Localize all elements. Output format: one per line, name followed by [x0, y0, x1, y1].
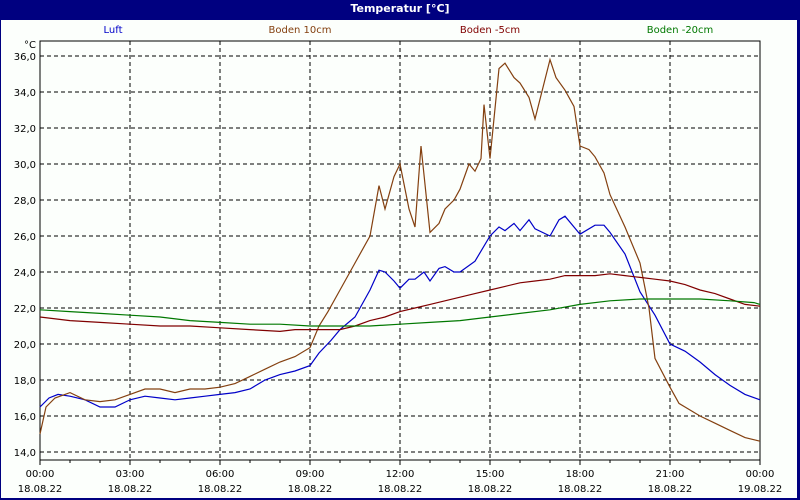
x-tick-date: 18.08.22 [198, 484, 243, 495]
y-tick-label: 26,0 [14, 232, 36, 243]
x-tick-time: 21:00 [656, 469, 685, 480]
x-tick-time: 00:00 [746, 469, 775, 480]
x-tick-time: 03:00 [116, 469, 145, 480]
series-line-boden-10cm [39, 57, 761, 442]
y-tick-label: 36,0 [14, 52, 36, 63]
y-tick-label: 28,0 [14, 196, 36, 207]
x-tick-date: 18.08.22 [648, 484, 693, 495]
y-tick-label: 20,0 [14, 340, 36, 351]
y-tick-label: 34,0 [14, 88, 36, 99]
y-tick-label: 16,0 [14, 412, 36, 423]
y-tick-label: 18,0 [14, 376, 36, 387]
legend-item-boden-5cm: Boden -5cm [459, 25, 521, 36]
y-tick-label: 14,0 [14, 448, 36, 459]
x-tick-time: 06:00 [206, 469, 235, 480]
plot-frame [39, 40, 761, 461]
legend-item-boden-10cm: Boden 10cm [268, 25, 332, 36]
y-tick-label: 24,0 [14, 268, 36, 279]
y-axis-unit: °C [24, 40, 36, 51]
x-tick-time: 00:00 [26, 469, 55, 480]
series-line-boden-20cm [39, 298, 761, 327]
legend-item-luft: Luft [103, 25, 123, 36]
x-tick-date: 18.08.22 [468, 484, 513, 495]
x-tick-date: 18.08.22 [288, 484, 333, 495]
x-tick-time: 18:00 [566, 469, 595, 480]
x-tick-time: 15:00 [476, 469, 505, 480]
window-title: Temperatur [°C] [0, 0, 800, 20]
x-tick-date: 18.08.22 [558, 484, 603, 495]
legend-item-boden-20cm: Boden -20cm [646, 25, 714, 36]
y-tick-label: 30,0 [14, 160, 36, 171]
x-tick-date: 18.08.22 [18, 484, 63, 495]
y-tick-label: 22,0 [14, 304, 36, 315]
x-tick-time: 09:00 [296, 469, 325, 480]
series-line-luft [39, 215, 761, 408]
x-tick-date: 18.08.22 [378, 484, 423, 495]
y-tick-label: 32,0 [14, 124, 36, 135]
series-line-boden-5cm [39, 273, 761, 333]
x-tick-time: 12:00 [386, 469, 415, 480]
x-tick-date: 19.08.22 [738, 484, 783, 495]
chart-panel [1, 20, 797, 498]
x-tick-date: 18.08.22 [108, 484, 153, 495]
